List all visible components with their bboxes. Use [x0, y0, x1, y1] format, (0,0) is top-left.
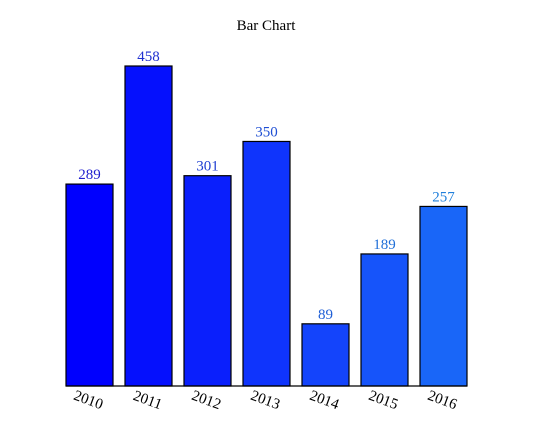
data-label-2016: 257 — [432, 189, 455, 205]
x-tick-label-2015: 2015 — [366, 388, 400, 413]
data-label-2014: 89 — [318, 307, 333, 323]
bar-2012 — [183, 175, 232, 387]
bar-2015 — [360, 253, 409, 387]
bar-2013 — [242, 140, 291, 387]
data-label-2012: 301 — [196, 159, 219, 175]
x-tick-label-2011: 2011 — [131, 388, 164, 413]
bar-2011 — [124, 65, 173, 387]
data-label-2010: 289 — [78, 167, 101, 183]
data-label-2013: 350 — [255, 124, 278, 140]
x-tick-label-2010: 2010 — [71, 388, 105, 413]
bar-2016 — [419, 205, 468, 387]
data-labels-layer: 289 458 301 350 89 189 257 — [78, 49, 455, 323]
x-tick-labels-layer: 2010 2011 2012 2013 2014 2015 2016 — [71, 388, 459, 413]
chart-title: Bar Chart — [237, 18, 297, 34]
x-tick-label-2013: 2013 — [248, 388, 282, 413]
bar-2010 — [65, 183, 114, 387]
bars-layer — [65, 65, 468, 387]
x-tick-label-2014: 2014 — [307, 388, 341, 413]
bar-2014 — [301, 323, 350, 387]
x-tick-label-2012: 2012 — [189, 388, 223, 413]
data-label-2011: 458 — [137, 49, 160, 65]
data-label-2015: 189 — [373, 237, 396, 253]
x-tick-label-2016: 2016 — [425, 388, 459, 413]
